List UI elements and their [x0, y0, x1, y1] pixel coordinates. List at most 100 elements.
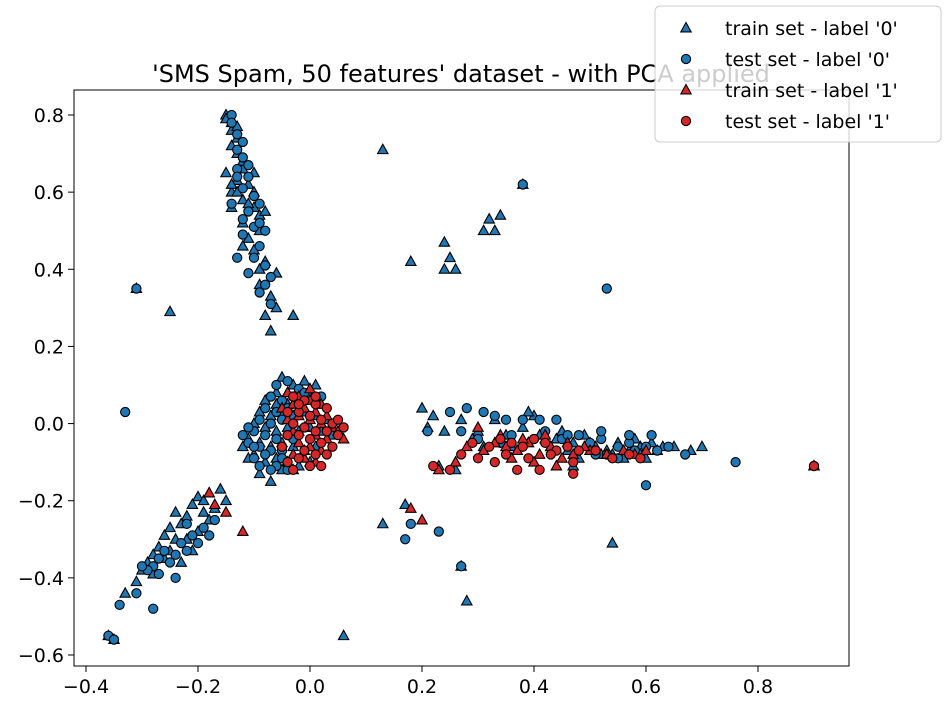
data-point [164, 557, 176, 568]
data-point [635, 453, 646, 464]
data-point [282, 456, 293, 468]
legend-label: test set - label '1' [725, 111, 890, 133]
data-point [186, 497, 199, 510]
data-point [568, 468, 579, 479]
data-point [427, 409, 440, 421]
data-point [170, 572, 181, 584]
data-point [443, 251, 457, 263]
data-point [460, 594, 473, 606]
x-tick-label: 0.4 [519, 676, 549, 698]
data-point [500, 449, 512, 460]
y-tick-label: −0.2 [18, 491, 64, 513]
y-tick-label: 0.8 [34, 105, 64, 127]
data-point [484, 441, 495, 452]
data-point [237, 429, 248, 441]
data-point [248, 441, 260, 452]
data-point [332, 429, 344, 441]
data-point [590, 445, 601, 456]
data-point [136, 561, 148, 572]
data-point [415, 513, 429, 525]
data-point [265, 418, 276, 429]
series-3 [276, 391, 820, 479]
data-point [260, 402, 271, 414]
data-point [248, 252, 260, 263]
data-point [523, 453, 534, 464]
data-point [180, 509, 193, 521]
data-point [680, 449, 691, 460]
data-point [299, 445, 310, 456]
data-point [516, 432, 529, 444]
data-point [472, 453, 484, 464]
x-tick-label: 0.2 [407, 676, 437, 698]
data-point [287, 308, 300, 321]
data-point [316, 460, 327, 472]
data-point [415, 401, 429, 413]
data-point [248, 190, 260, 202]
data-point [327, 441, 338, 452]
data-point [163, 521, 177, 533]
data-point [601, 283, 612, 294]
legend-marker [679, 21, 693, 33]
data-point [232, 171, 243, 182]
data-point [639, 443, 653, 456]
data-point [198, 522, 209, 533]
data-point [192, 537, 204, 549]
data-point [607, 453, 618, 464]
data-point [237, 152, 248, 163]
data-point [131, 283, 142, 294]
data-point [282, 406, 293, 418]
data-point [573, 445, 584, 456]
plot-frame [73, 89, 850, 667]
data-point [260, 260, 271, 271]
data-point [310, 391, 321, 402]
data-point [288, 464, 299, 476]
data-point [265, 271, 276, 283]
data-point [471, 420, 485, 432]
data-point [248, 453, 260, 464]
data-point [517, 414, 528, 425]
y-tick-label: 0.6 [34, 182, 64, 204]
data-point [163, 305, 177, 317]
legend-label: test set - label '0' [725, 49, 890, 71]
data-point [640, 480, 652, 491]
data-point [304, 410, 316, 422]
data-point [264, 289, 277, 301]
data-point [517, 441, 528, 452]
data-point [517, 179, 528, 190]
data-point [254, 414, 265, 425]
data-point [208, 497, 221, 510]
data-point [131, 588, 142, 599]
data-point [271, 379, 282, 391]
data-point [534, 414, 545, 425]
data-point [243, 171, 254, 182]
legend: train set - label '0' test set - label '0… [654, 5, 942, 143]
data-point [534, 464, 545, 476]
data-point [449, 262, 462, 274]
data-point [170, 549, 181, 560]
data-point [108, 634, 120, 645]
data-point [316, 437, 327, 449]
data-point [288, 391, 299, 402]
data-point [528, 433, 540, 445]
data-point [254, 217, 265, 229]
data-point [477, 224, 490, 236]
data-point [265, 391, 276, 402]
x-tick-label: −0.4 [63, 676, 109, 698]
data-point [219, 505, 233, 517]
data-point [506, 437, 517, 449]
data-point [652, 445, 663, 456]
data-point [191, 490, 205, 502]
data-point [422, 426, 433, 437]
data-point [461, 402, 472, 414]
data-point [551, 414, 562, 425]
data-point [298, 374, 311, 386]
data-point [254, 240, 265, 252]
data-point [169, 505, 182, 517]
data-point [148, 603, 159, 614]
y-tick-label: −0.6 [18, 645, 64, 667]
data-point [260, 225, 271, 236]
series-1 [103, 109, 820, 645]
data-point [338, 422, 349, 433]
y-tick-label: −0.4 [18, 568, 64, 590]
